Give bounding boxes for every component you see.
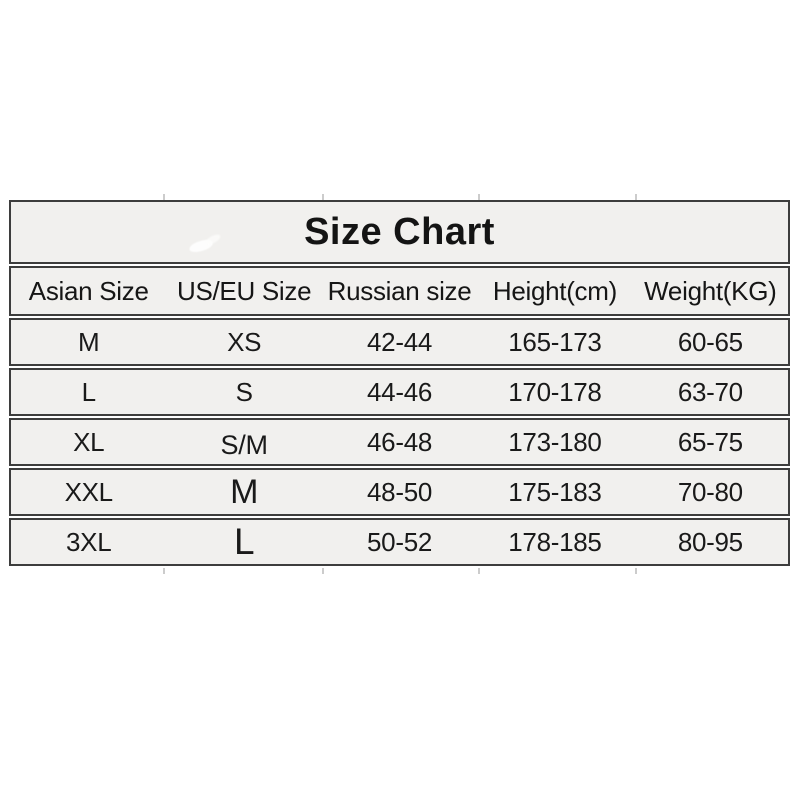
column-tick-artifact — [322, 194, 324, 200]
table-header-row: Asian Size US/EU Size Russian size Heigh… — [9, 266, 790, 316]
column-tick-artifact — [163, 568, 165, 574]
column-tick-artifact — [478, 568, 480, 574]
table-row: XXL M 48-50 175-183 70-80 — [9, 468, 790, 516]
cell-asian-size: XL — [73, 427, 105, 457]
header-asian-size: Asian Size — [28, 276, 149, 306]
table-title: Size Chart — [304, 210, 495, 253]
cell-asian-size: XXL — [64, 477, 114, 507]
cell-us-eu-size: S — [235, 377, 253, 407]
cell-us-eu-size: XS — [227, 327, 262, 357]
cell-us-eu-size: S/M — [220, 429, 268, 460]
header-russian-size: Russian size — [327, 276, 472, 306]
cell-us-eu-size: M — [230, 473, 259, 511]
cell-russian-size: 48-50 — [367, 477, 433, 507]
cell-us-eu-size: L — [233, 520, 255, 562]
cell-height: 175-183 — [508, 477, 602, 507]
column-tick-artifact — [478, 194, 480, 200]
column-tick-artifact — [322, 568, 324, 574]
cell-height: 173-180 — [508, 427, 602, 457]
header-height-cm: Height(cm) — [492, 276, 617, 306]
column-tick-artifact — [635, 568, 637, 574]
column-tick-artifact — [163, 194, 165, 200]
cell-russian-size: 42-44 — [367, 327, 433, 357]
cell-height: 170-178 — [508, 377, 602, 407]
cell-russian-size: 46-48 — [367, 427, 433, 457]
cell-russian-size: 50-52 — [367, 527, 433, 557]
cell-weight: 60-65 — [677, 327, 743, 357]
cell-height: 178-185 — [508, 527, 602, 557]
table-row: M XS 42-44 165-173 60-65 — [9, 318, 790, 366]
header-weight-kg: Weight(KG) — [644, 276, 777, 306]
cell-asian-size: L — [81, 377, 96, 407]
cell-weight: 63-70 — [677, 377, 743, 407]
column-tick-artifact — [635, 194, 637, 200]
table-row: L S 44-46 170-178 63-70 — [9, 368, 790, 416]
cell-weight: 70-80 — [677, 477, 743, 507]
table-row: XL S/M 46-48 173-180 65-75 — [9, 418, 790, 466]
cell-weight: 80-95 — [677, 527, 743, 557]
table-row: 3XL L 50-52 178-185 80-95 — [9, 518, 790, 566]
white-brush-artifact — [188, 232, 223, 254]
cell-asian-size: 3XL — [66, 527, 112, 557]
table-title-band: Size Chart — [9, 200, 790, 264]
cell-asian-size: M — [78, 327, 100, 357]
cell-russian-size: 44-46 — [367, 377, 433, 407]
header-us-eu-size: US/EU Size — [176, 276, 312, 306]
size-chart-table: Size Chart Asian Size US/EU Size Russian… — [9, 200, 790, 566]
cell-weight: 65-75 — [677, 427, 743, 457]
cell-height: 165-173 — [508, 327, 602, 357]
